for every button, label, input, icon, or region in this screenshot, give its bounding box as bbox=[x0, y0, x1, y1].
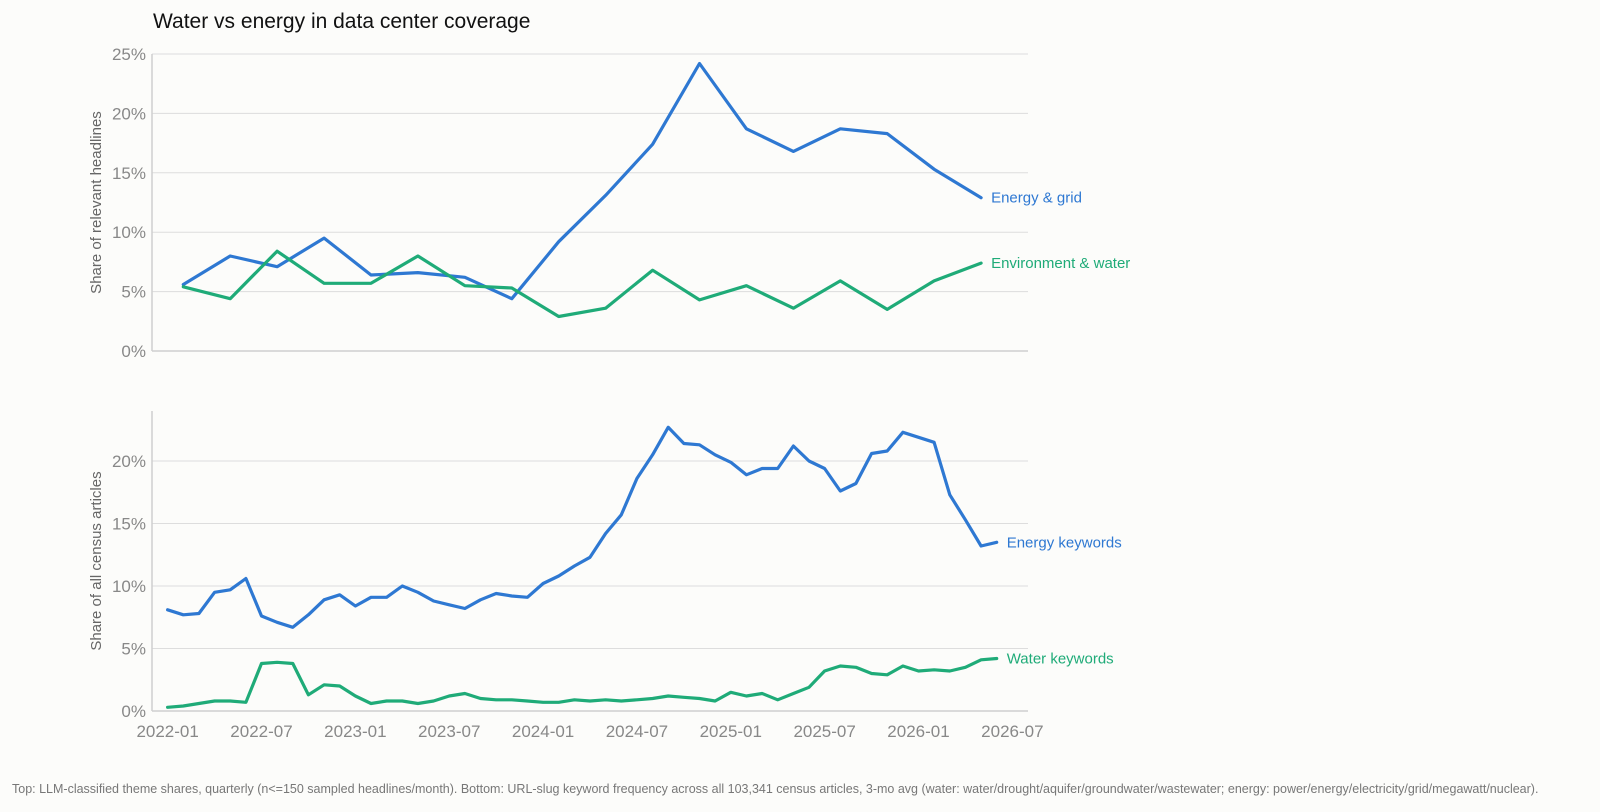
bottom-y-tick-label: 15% bbox=[112, 515, 146, 534]
bottom-x-tick-label: 2025-01 bbox=[700, 722, 762, 741]
bottom-series-label-1: Energy keywords bbox=[1007, 534, 1122, 551]
bottom-panel: 0% 5% 10% 15% 20% Share of all census article… bbox=[88, 411, 1122, 741]
bottom-x-tick-label: 2025-07 bbox=[793, 722, 855, 741]
top-series-label-1: Energy & grid bbox=[991, 190, 1082, 207]
bottom-series-label-2: Water keywords bbox=[1007, 651, 1114, 668]
bottom-x-tick-label: 2024-01 bbox=[512, 722, 574, 741]
bottom-series-line-1 bbox=[166, 425, 999, 629]
top-y-tick-label: 25% bbox=[112, 45, 146, 64]
top-y-tick-label: 20% bbox=[112, 104, 146, 123]
bottom-y-tick-label: 0% bbox=[121, 702, 146, 721]
bottom-x-tick-label: 2024-07 bbox=[606, 722, 668, 741]
chart-caption: Top: LLM-classified theme shares, quarte… bbox=[12, 782, 1538, 796]
bottom-y-tick-label: 5% bbox=[121, 640, 146, 659]
bottom-x-tick-label: 2023-01 bbox=[324, 722, 386, 741]
top-y-tick-label: 15% bbox=[112, 164, 146, 183]
top-y-tick-label: 0% bbox=[121, 342, 146, 361]
top-series-label-2: Environment & water bbox=[991, 255, 1130, 272]
top-series-line-1 bbox=[181, 61, 983, 301]
bottom-x-tick-label: 2022-07 bbox=[230, 722, 292, 741]
top-y-tick-label: 10% bbox=[112, 223, 146, 242]
bottom-x-tick-label: 2023-07 bbox=[418, 722, 480, 741]
bottom-x-tick-label: 2026-07 bbox=[981, 722, 1043, 741]
bottom-x-tick-label: 2022-01 bbox=[136, 722, 198, 741]
bottom-y-tick-label: 20% bbox=[112, 452, 146, 471]
top-panel: 0% 5% 10% 15% 20% 25% Share of relevant headli… bbox=[88, 45, 1130, 361]
bottom-series-line-2 bbox=[166, 656, 999, 709]
top-y-tick-label: 5% bbox=[121, 283, 146, 302]
bottom-y-tick-label: 10% bbox=[112, 577, 146, 596]
top-y-axis-label: Share of relevant headlines bbox=[88, 111, 105, 294]
bottom-x-tick-label: 2026-01 bbox=[887, 722, 949, 741]
bottom-y-axis-label: Share of all census articles bbox=[88, 471, 105, 650]
chart-title: Water vs energy in data center coverage bbox=[153, 10, 530, 33]
top-series-line-2 bbox=[181, 249, 983, 319]
